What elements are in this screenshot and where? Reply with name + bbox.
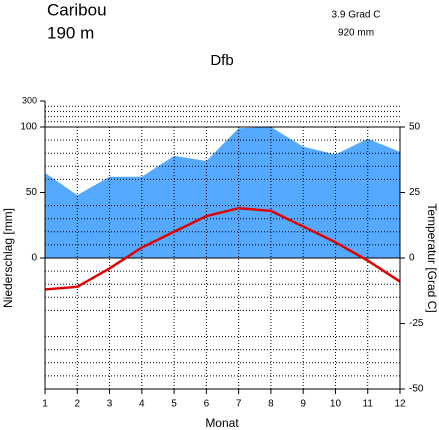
chart-title: Caribou <box>47 0 107 19</box>
x-tick-label: 2 <box>74 399 80 410</box>
y-tick-label: 100 <box>20 122 37 133</box>
chart-subtitle: 190 m <box>47 23 94 42</box>
x-tick-label: 12 <box>394 399 406 410</box>
x-tick-label: 7 <box>236 399 242 410</box>
y-tick-label: 0 <box>31 253 37 264</box>
x-tick-label: 3 <box>107 399 113 410</box>
x-axis-label: Monat <box>205 416 239 430</box>
x-tick-label: 6 <box>204 399 210 410</box>
y2-tick-label: 0 <box>409 253 415 264</box>
x-tick-label: 1 <box>42 399 48 410</box>
y-tick-label: 50 <box>26 187 38 198</box>
y-axis-label: Niederschlag [mm] <box>1 208 15 308</box>
x-tick-label: 11 <box>363 399 374 410</box>
x-tick-label: 10 <box>330 399 342 410</box>
x-tick-label: 9 <box>300 399 306 410</box>
y2-tick-label: -25 <box>409 318 424 329</box>
x-tick-label: 4 <box>139 399 145 410</box>
x-tick-label: 8 <box>268 399 274 410</box>
temperature-line <box>44 206 401 291</box>
classification: Dfb <box>210 52 233 69</box>
y2-tick-label: -50 <box>409 384 424 395</box>
annotation: 920 mm <box>338 28 374 39</box>
precipitation-area <box>45 127 400 258</box>
x-tick-label: 5 <box>171 399 177 410</box>
y2-tick-label: 50 <box>409 122 421 133</box>
y2-axis-label: Temperatur [Grad C] <box>425 203 439 312</box>
y2-tick-label: 25 <box>409 187 421 198</box>
annotation: 3.9 Grad C <box>332 10 381 21</box>
y-tick-label: 300 <box>22 95 37 105</box>
